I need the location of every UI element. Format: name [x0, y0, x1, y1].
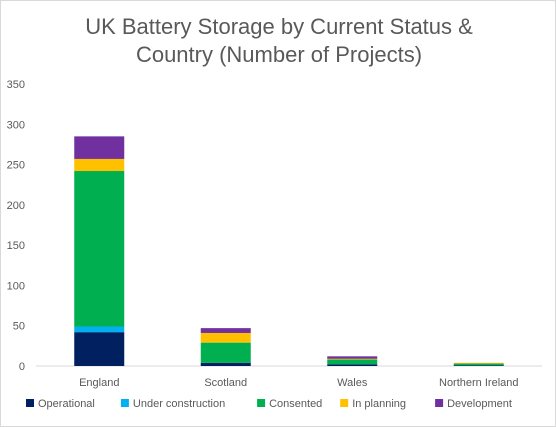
- chart-title-line1: UK Battery Storage by Current Status &: [85, 14, 473, 39]
- legend-label: Development: [447, 398, 512, 410]
- bar-in-planning-scotland: [200, 332, 251, 343]
- y-tick-label: 50: [13, 321, 25, 333]
- bar-consented-wales: [327, 359, 378, 365]
- bar-development-england: [74, 136, 125, 159]
- bar-development-wales: [327, 356, 378, 359]
- bar-operational-scotland: [200, 362, 251, 366]
- y-tick-label: 150: [7, 240, 25, 252]
- bar-under-construction-england: [74, 326, 125, 333]
- legend-label: Consented: [269, 398, 322, 410]
- bar-consented-northern-ireland: [453, 363, 504, 366]
- y-tick-label: 300: [7, 119, 25, 131]
- bar-operational-england: [74, 332, 125, 366]
- bar-in-planning-wales: [327, 358, 378, 360]
- legend-label: Under construction: [133, 398, 225, 410]
- legend-swatch: [435, 399, 444, 407]
- bar-in-planning-england: [74, 158, 125, 172]
- legend-swatch: [120, 399, 129, 407]
- chart-title: UK Battery Storage by Current Status & C…: [1, 13, 556, 69]
- legend-swatch: [340, 399, 349, 407]
- x-tick-label: England: [79, 377, 119, 389]
- bar-consented-scotland: [200, 342, 251, 363]
- legend-label: In planning: [352, 398, 406, 410]
- bar-development-scotland: [200, 328, 251, 333]
- bar-operational-wales: [327, 364, 378, 366]
- y-tick-label: 100: [7, 280, 25, 292]
- legend-swatch: [257, 399, 266, 407]
- x-tick-label: Northern Ireland: [439, 377, 519, 389]
- x-tick-label: Wales: [337, 377, 368, 389]
- legend-label: Operational: [38, 398, 95, 410]
- bar-consented-england: [74, 171, 125, 327]
- y-tick-label: 200: [7, 200, 25, 212]
- y-tick-label: 350: [7, 79, 25, 91]
- chart-title-line2: Country (Number of Projects): [135, 42, 423, 67]
- y-tick-label: 250: [7, 160, 25, 172]
- legend-swatch: [26, 399, 34, 407]
- x-tick-label: Scotland: [204, 377, 247, 389]
- y-tick-label: 0: [19, 361, 25, 373]
- bar-operational-northern-ireland: [453, 365, 504, 366]
- bar-in-planning-northern-ireland: [453, 362, 504, 364]
